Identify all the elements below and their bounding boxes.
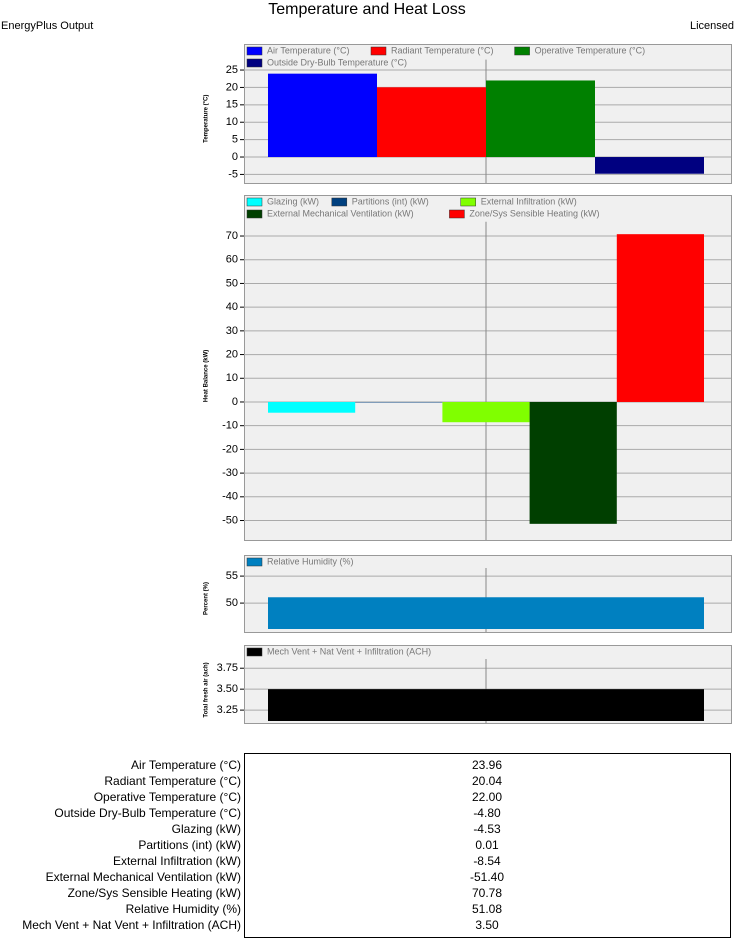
y-tick-label: -40 [222, 491, 238, 503]
y-tick-label: 40 [226, 301, 238, 313]
y-tick-label: -5 [228, 168, 238, 180]
row-value: -8.54 [473, 854, 501, 868]
bar [355, 401, 443, 403]
y-tick-label: 50 [226, 277, 238, 289]
row-label: Radiant Temperature (°C) [104, 774, 241, 788]
legend-swatch [246, 197, 263, 207]
legend-swatch [246, 557, 263, 567]
table-box [244, 753, 731, 938]
y-tick-label: 3.50 [217, 683, 238, 695]
y-axis-label: Temperature (°C) [204, 95, 210, 143]
row-value: -4.53 [473, 822, 501, 836]
row-value: 3.50 [475, 918, 499, 932]
bar [268, 689, 704, 721]
legend-label: Partitions (int) (kW) [352, 196, 429, 206]
y-tick-label: -20 [222, 443, 238, 455]
y-tick-label: 50 [226, 597, 238, 609]
legend-swatch [246, 58, 263, 68]
y-tick-label: 30 [226, 325, 238, 337]
row-label: Zone/Sys Sensible Heating (kW) [68, 886, 241, 900]
y-tick-label: 0 [232, 151, 238, 163]
y-tick-label: 60 [226, 254, 238, 266]
legend-swatch [514, 46, 530, 56]
legend-swatch [246, 209, 263, 219]
legend-label: Air Temperature (°C) [267, 45, 349, 55]
row-label: Outside Dry-Bulb Temperature (°C) [54, 806, 241, 820]
y-tick-label: 10 [226, 116, 238, 128]
bar [442, 401, 530, 423]
row-value: -4.80 [473, 806, 501, 820]
y-tick-label: 0 [232, 396, 238, 408]
bar [616, 234, 704, 402]
row-label: Partitions (int) (kW) [138, 838, 241, 852]
row-label: Air Temperature (°C) [131, 758, 241, 772]
y-tick-label: 70 [226, 230, 238, 242]
header-right: Licensed [690, 20, 734, 32]
legend-label: Operative Temperature (°C) [535, 45, 645, 55]
legend-label: External Infiltration (kW) [481, 196, 577, 206]
bar [268, 401, 356, 413]
bar [529, 401, 617, 524]
page-title: Temperature and Heat Loss [268, 1, 465, 18]
bar [486, 80, 595, 158]
bar [268, 73, 377, 158]
y-tick-label: 10 [226, 372, 238, 384]
legend-label: External Mechanical Ventilation (kW) [267, 208, 414, 218]
legend-swatch [370, 46, 387, 56]
y-axis-label: Percent (%) [204, 582, 210, 615]
y-tick-label: 3.25 [217, 704, 238, 716]
row-label: External Infiltration (kW) [113, 854, 241, 868]
row-label: Mech Vent + Nat Vent + Infiltration (ACH… [22, 918, 241, 932]
legend-label: Glazing (kW) [267, 196, 319, 206]
row-label: Relative Humidity (%) [126, 902, 241, 916]
legend-label: Mech Vent + Nat Vent + Infiltration (ACH… [267, 646, 431, 656]
legend-label: Outside Dry-Bulb Temperature (°C) [267, 57, 407, 67]
row-value: 0.01 [475, 838, 499, 852]
legend-label: Zone/Sys Sensible Heating (kW) [469, 208, 599, 218]
y-tick-label: 25 [226, 64, 238, 76]
row-label: External Mechanical Ventilation (kW) [46, 870, 241, 884]
y-tick-label: 3.75 [217, 662, 238, 674]
legend-swatch [460, 197, 476, 207]
row-value: 70.78 [472, 886, 502, 900]
y-axis-label: Total fresh air (ach) [204, 662, 210, 717]
legend-swatch [331, 197, 348, 207]
y-tick-label: 5 [232, 134, 238, 146]
row-label: Glazing (kW) [172, 822, 241, 836]
legend-label: Radiant Temperature (°C) [391, 45, 493, 55]
y-tick-label: -30 [222, 467, 238, 479]
y-tick-label: 20 [226, 81, 238, 93]
bar [268, 597, 704, 629]
bar [595, 157, 704, 174]
legend-swatch [246, 46, 263, 56]
y-axis-label: Heat Balance (kW) [204, 350, 210, 402]
y-tick-label: -10 [222, 420, 238, 432]
row-label: Operative Temperature (°C) [94, 790, 241, 804]
y-tick-label: 15 [226, 99, 238, 111]
y-tick-label: -50 [222, 514, 238, 526]
y-tick-label: 55 [226, 570, 238, 582]
y-tick-label: 20 [226, 348, 238, 360]
legend-swatch [246, 647, 263, 657]
row-value: 22.00 [472, 790, 502, 804]
header-left: EnergyPlus Output [1, 20, 93, 32]
bar [377, 87, 486, 158]
row-value: 51.08 [472, 902, 502, 916]
row-value: 23.96 [472, 758, 502, 772]
legend-label: Relative Humidity (%) [267, 556, 354, 566]
legend-swatch [449, 209, 465, 219]
row-value: -51.40 [470, 870, 504, 884]
row-value: 20.04 [472, 774, 502, 788]
